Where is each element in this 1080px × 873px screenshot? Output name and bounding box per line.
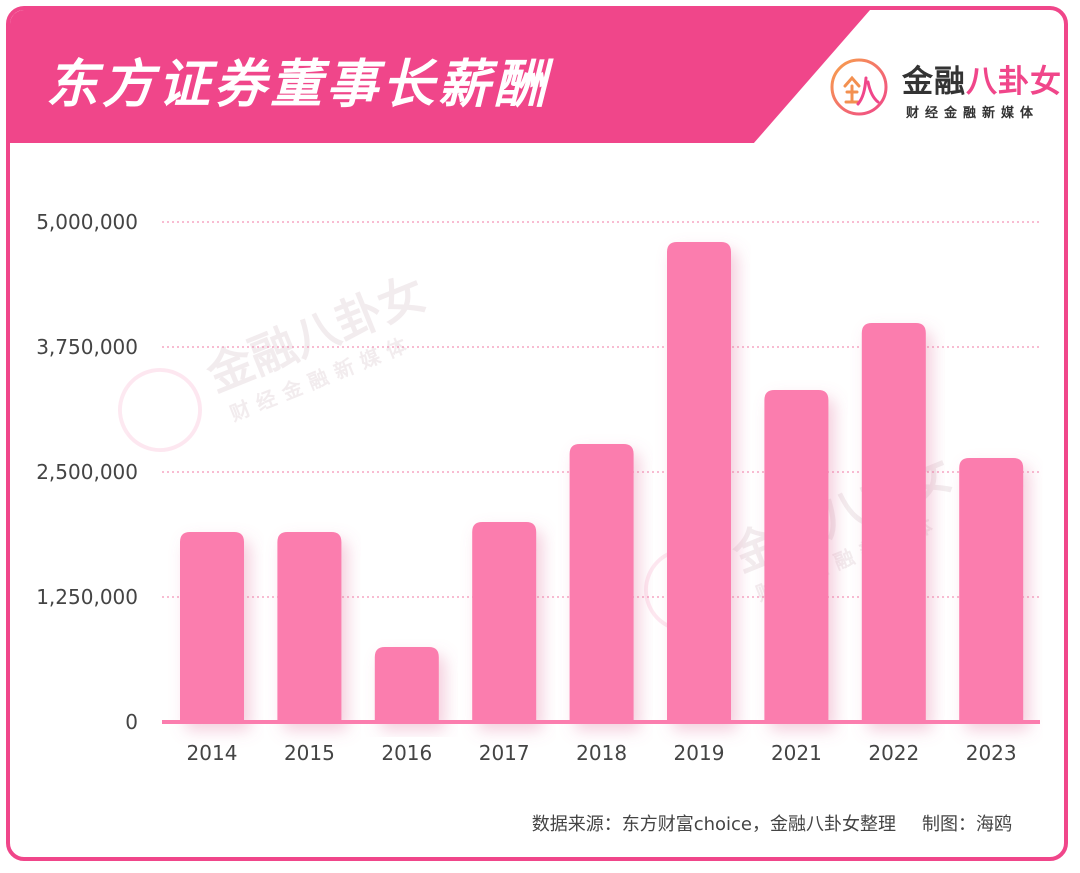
x-tick-label: 2016 [381,741,432,765]
x-tick-label: 2017 [479,741,530,765]
x-tick-label: 2015 [284,741,335,765]
bar-2014 [180,532,244,722]
y-tick-label: 3,750,000 [36,335,138,359]
bar-2021 [764,390,829,722]
bar-2017 [472,522,537,722]
chart-author: 制图：海鸥 [922,814,1012,835]
bar-2023 [959,458,1024,722]
logo-wordmark: 金融八卦女 [902,56,1062,101]
y-tick-label: 5,000,000 [36,210,138,234]
source-text: 数据来源：东方财富choice，金融八卦女整理 [531,814,896,835]
bar-2019 [667,242,731,722]
logo-wordmark-pink: 八卦女 [966,64,1062,100]
x-axis-ticks: 2014 2015 2016 2017 2018 2019 2021 2022 2023 [187,741,1017,765]
logo-wordmark-black: 金融 [902,64,966,100]
brand-logo: 金融八卦女 财经金融新媒体 [828,52,1064,132]
bar-2016 [374,647,439,722]
page-title: 东方证券董事长薪酬 [46,55,551,115]
y-tick-label: 0 [125,710,138,734]
logo-mark-icon [830,58,888,116]
y-axis-ticks: 0 1,250,000 2,500,000 3,750,000 5,000,000 [36,210,138,734]
bars [180,242,1024,722]
chart-frame: 东方证券董事长薪酬 金融八卦女 财经金融新媒体 金融八卦女 财经金融新媒体 金融八卦… [6,6,1068,861]
logo-tagline: 财经金融新媒体 [906,106,1040,121]
bar-2022 [861,323,926,722]
bar-2018 [569,444,634,722]
x-tick-label: 2022 [868,741,919,765]
source-note: 数据来源：东方财富choice，金融八卦女整理 制图：海鸥 [532,810,1012,836]
bar-2015 [277,532,342,722]
x-tick-label: 2019 [674,741,725,765]
x-tick-label: 2014 [187,741,238,765]
x-tick-label: 2021 [771,741,822,765]
x-tick-label: 2018 [576,741,627,765]
header-banner [10,10,870,143]
x-tick-label: 2023 [966,741,1017,765]
y-tick-label: 1,250,000 [36,585,138,609]
y-tick-label: 2,500,000 [36,460,138,484]
